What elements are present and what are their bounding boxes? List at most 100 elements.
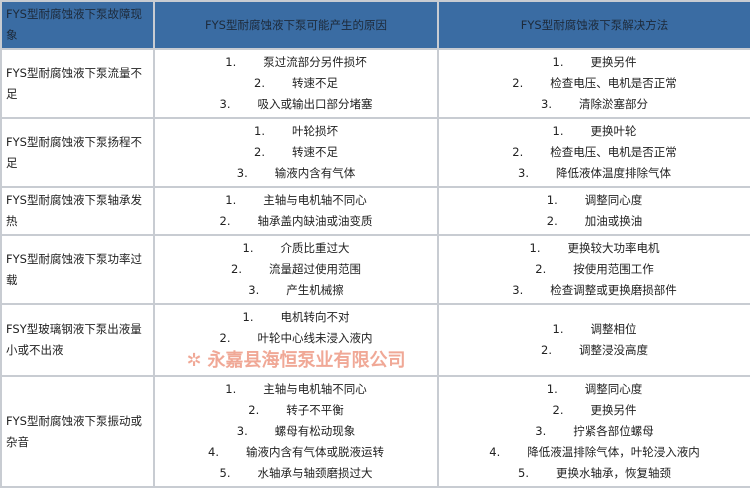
symptom-cell: FSY型玻璃钢液下泵出液量小或不出液: [0, 303, 155, 377]
item-number: 1.: [529, 241, 541, 255]
table-row: FYS型耐腐蚀液下泵流量不足 1. 泵过流部分另件损坏 2. 转速不足 3. 吸入或输出口部…: [0, 48, 750, 119]
list-item: 1. 更换另件: [439, 52, 750, 73]
item-number: 1.: [242, 310, 254, 324]
item-text: 转子不平衡: [286, 403, 344, 417]
item-number: 2.: [254, 76, 265, 90]
item-text: 水轴承与轴颈磨损过大: [257, 466, 373, 480]
item-number: 2.: [512, 76, 524, 90]
list-item: 2. 叶轮中心线未浸入液内: [155, 328, 437, 349]
item-text: 螺母有松动现象: [274, 424, 356, 438]
table-row: FYS型耐腐蚀液下泵轴承发热 1. 主轴与电机轴不同心 2. 轴承盖内缺油或油变质 1. 调…: [0, 186, 750, 236]
item-number: 1.: [242, 241, 254, 255]
list-item: 4. 输液内含有气体或脱液运转: [155, 442, 437, 463]
list-item: 1. 调整同心度: [439, 190, 750, 211]
list-item: 1. 叶轮损坏: [155, 121, 437, 142]
item-number: 1.: [254, 124, 265, 138]
item-text: 更换较大功率电机: [567, 241, 660, 255]
solutions-cell: 1. 调整相位 2. 调整浸没高度: [437, 303, 750, 377]
list-item: 1. 调整相位: [439, 319, 750, 340]
item-number: 3.: [236, 166, 248, 180]
item-text: 检查电压、电机是否正常: [550, 76, 677, 90]
table-row: FYS型耐腐蚀液下泵功率过载 1. 介质比重过大 2. 流量超过使用范围 3. 产生机械擦 1…: [0, 234, 750, 305]
item-number: 3.: [535, 424, 547, 438]
item-number: 3.: [518, 166, 529, 180]
list-item: 1. 主轴与电机轴不同心: [155, 379, 437, 400]
item-text: 调整相位: [590, 322, 637, 336]
solutions-cell: 1. 更换叶轮 2. 检查电压、电机是否正常 3. 降低液体温度排除气体: [437, 117, 750, 188]
list-item: 2. 检查电压、电机是否正常: [439, 142, 750, 163]
item-number: 1.: [225, 193, 237, 207]
item-number: 2.: [219, 331, 231, 345]
causes-cell: 1. 泵过流部分另件损坏 2. 转速不足 3. 吸入或输出口部分堵塞: [153, 48, 439, 119]
header-symptom: FYS型耐腐蚀液下泵故障现象: [0, 0, 155, 50]
symptom-cell: FYS型耐腐蚀液下泵振动或杂音: [0, 375, 155, 488]
header-row: FYS型耐腐蚀液下泵故障现象 FYS型耐腐蚀液下泵可能产生的原因 FYS型耐腐蚀…: [0, 0, 750, 50]
fault-table: FYS型耐腐蚀液下泵故障现象 FYS型耐腐蚀液下泵可能产生的原因 FYS型耐腐蚀…: [0, 0, 750, 488]
item-text: 更换另件: [590, 403, 637, 417]
list-item: 1. 更换叶轮: [439, 121, 750, 142]
item-number: 4.: [489, 445, 501, 459]
list-item: 1. 更换较大功率电机: [439, 238, 750, 259]
item-text: 调整同心度: [584, 193, 643, 207]
item-number: 5.: [219, 466, 231, 480]
item-text: 转速不足: [292, 145, 338, 159]
list-item: 3. 吸入或输出口部分堵塞: [155, 94, 437, 115]
item-number: 2.: [546, 214, 558, 228]
list-item: 3. 输液内含有气体: [155, 163, 437, 184]
item-text: 流量超过使用范围: [269, 262, 361, 276]
item-number: 2.: [541, 343, 552, 357]
solutions-cell: 1. 调整同心度 2. 加油或换油: [437, 186, 750, 236]
list-item: 2. 转子不平衡: [155, 400, 437, 421]
list-item: 2. 轴承盖内缺油或油变质: [155, 211, 437, 232]
watermark-logo-icon: ✲: [186, 350, 202, 371]
item-number: 2.: [219, 214, 231, 228]
symptom-cell: FYS型耐腐蚀液下泵流量不足: [0, 48, 155, 119]
item-number: 2.: [254, 145, 265, 159]
list-item: 3. 降低液体温度排除气体: [439, 163, 750, 184]
item-text: 调整浸没高度: [579, 343, 648, 357]
item-number: 3.: [512, 283, 524, 297]
item-text: 降低液体温度排除气体: [556, 166, 671, 180]
item-text: 清除淤塞部分: [579, 97, 648, 111]
item-text: 电机转向不对: [280, 310, 350, 324]
list-item: 2. 加油或换油: [439, 211, 750, 232]
item-text: 检查调整或更换磨损部件: [550, 283, 677, 297]
causes-cell: 1. 叶轮损坏 2. 转速不足 3. 输液内含有气体: [153, 117, 439, 188]
item-text: 降低液温排除气体，叶轮浸入液内: [527, 445, 700, 459]
item-number: 2.: [512, 145, 524, 159]
table-row: FYS型耐腐蚀液下泵振动或杂音 1. 主轴与电机轴不同心 2. 转子不平衡 3. 螺母有松动…: [0, 375, 750, 488]
solutions-cell: 1. 更换另件 2. 检查电压、电机是否正常 3. 清除淤塞部分: [437, 48, 750, 119]
list-item: 3. 螺母有松动现象: [155, 421, 437, 442]
list-item: 2. 检查电压、电机是否正常: [439, 73, 750, 94]
list-item: 1. 泵过流部分另件损坏: [155, 52, 437, 73]
causes-cell: 1. 电机转向不对 2. 叶轮中心线未浸入液内 ✲ 永嘉县海恒泵业有限公司: [153, 303, 439, 377]
item-number: 5.: [518, 466, 529, 480]
item-text: 主轴与电机轴不同心: [263, 382, 367, 396]
item-text: 叶轮中心线未浸入液内: [257, 331, 373, 345]
item-text: 轴承盖内缺油或油变质: [257, 214, 373, 228]
item-text: 输液内含有气体或脱液运转: [246, 445, 384, 459]
item-number: 3.: [219, 97, 231, 111]
header-causes: FYS型耐腐蚀液下泵可能产生的原因: [153, 0, 439, 50]
item-number: 2.: [552, 403, 564, 417]
symptom-cell: FYS型耐腐蚀液下泵功率过载: [0, 234, 155, 305]
item-text: 产生机械擦: [286, 283, 344, 297]
item-text: 按使用范围工作: [573, 262, 654, 276]
item-text: 吸入或输出口部分堵塞: [257, 97, 373, 111]
list-item: 2. 调整浸没高度: [439, 340, 750, 361]
item-number: 2.: [248, 403, 260, 417]
item-text: 更换水轴承，恢复轴颈: [556, 466, 671, 480]
solutions-cell: 1. 更换较大功率电机 2. 按使用范围工作 3. 检查调整或更换磨损部件: [437, 234, 750, 305]
item-text: 叶轮损坏: [292, 124, 338, 138]
item-text: 输液内含有气体: [274, 166, 356, 180]
item-text: 泵过流部分另件损坏: [263, 55, 367, 69]
item-text: 介质比重过大: [280, 241, 350, 255]
item-number: 1.: [225, 382, 237, 396]
watermark: ✲ 永嘉县海恒泵业有限公司: [155, 349, 437, 373]
list-item: 1. 电机转向不对: [155, 307, 437, 328]
list-item: 5. 水轴承与轴颈磨损过大: [155, 463, 437, 484]
list-item: 2. 转速不足: [155, 73, 437, 94]
causes-cell: 1. 主轴与电机轴不同心 2. 转子不平衡 3. 螺母有松动现象 4. 输液内含有气体或脱液运…: [153, 375, 439, 488]
item-number: 1.: [225, 55, 237, 69]
solutions-cell: 1. 调整同心度 2. 更换另件 3. 拧紧各部位螺母 4. 降低液温排除气体，叶轮浸入液内 5…: [437, 375, 750, 488]
